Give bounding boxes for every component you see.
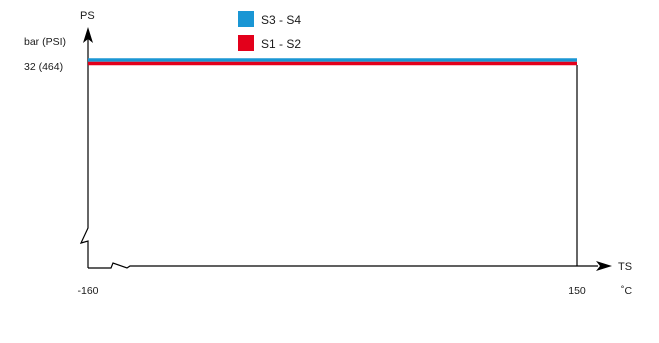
series-layer (88, 58, 577, 66)
y-tick-label-32: 32 (464) (24, 61, 63, 73)
legend-label-s1-s2: S1 - S2 (261, 37, 301, 51)
legend: S3 - S4 S1 - S2 (238, 11, 301, 51)
x-axis-line (88, 262, 598, 269)
x-tick-label-min: -160 (77, 285, 98, 297)
legend-swatch-s3-s4 (238, 11, 254, 27)
x-tick-label-max: 150 (568, 285, 586, 297)
y-axis-arrowhead (83, 27, 93, 43)
x-axis-name: TS (618, 261, 632, 273)
legend-swatch-s1-s2 (238, 35, 254, 51)
y-axis-name: PS (80, 10, 95, 22)
x-axis-arrowhead (596, 261, 612, 271)
axes (79, 38, 598, 269)
legend-label-s3-s4: S3 - S4 (261, 13, 301, 27)
y-axis-line (79, 38, 89, 268)
x-axis-unit: ˚C (621, 285, 632, 297)
y-axis-unit: bar (PSI) (24, 36, 66, 48)
